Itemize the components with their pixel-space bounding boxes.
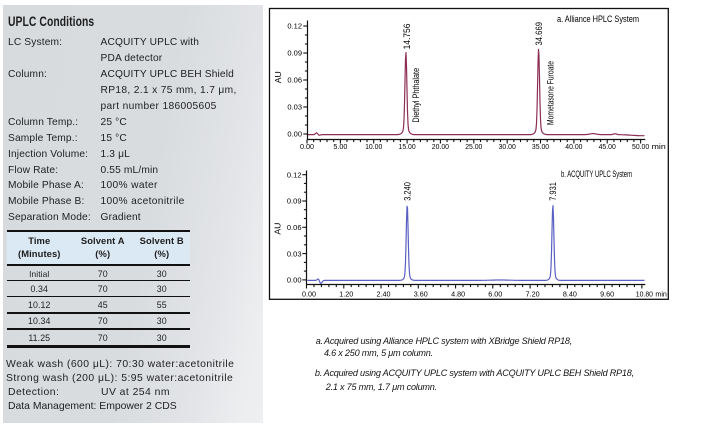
svg-text:30.00: 30.00 xyxy=(499,142,516,151)
svg-text:10.00: 10.00 xyxy=(365,142,382,151)
svg-text:4.80: 4.80 xyxy=(451,289,465,298)
svg-text:2.40: 2.40 xyxy=(377,289,391,298)
svg-text:10.80: 10.80 xyxy=(636,289,653,298)
svg-text:0.00: 0.00 xyxy=(302,289,316,298)
svg-text:0.12: 0.12 xyxy=(287,22,302,31)
svg-text:0.00: 0.00 xyxy=(287,130,302,139)
svg-text:b. ACQUITY UPLC System: b. ACQUITY UPLC System xyxy=(561,169,632,179)
svg-text:0.03: 0.03 xyxy=(287,249,302,258)
svg-text:0.03: 0.03 xyxy=(287,103,302,112)
svg-text:0.09: 0.09 xyxy=(287,49,302,58)
svg-text:min: min xyxy=(655,289,667,298)
svg-text:Mometasone Furoate: Mometasone Furoate xyxy=(546,61,556,125)
svg-text:25.00: 25.00 xyxy=(465,142,482,151)
svg-text:7.20: 7.20 xyxy=(526,289,540,298)
svg-text:35.00: 35.00 xyxy=(532,142,549,151)
svg-text:20.00: 20.00 xyxy=(432,142,449,151)
svg-text:15.00: 15.00 xyxy=(399,142,416,151)
svg-text:0.06: 0.06 xyxy=(287,223,302,232)
svg-text:5.00: 5.00 xyxy=(333,142,347,151)
svg-text:50.00: 50.00 xyxy=(632,142,649,151)
svg-text:9.60: 9.60 xyxy=(600,289,614,298)
svg-text:0.09: 0.09 xyxy=(287,197,302,206)
svg-text:7.931: 7.931 xyxy=(548,182,558,201)
svg-text:AU: AU xyxy=(273,223,283,235)
svg-text:Diethyl Phthalate: Diethyl Phthalate xyxy=(411,68,421,123)
svg-text:3.60: 3.60 xyxy=(414,289,428,298)
svg-text:3.240: 3.240 xyxy=(402,182,412,201)
svg-text:AU: AU xyxy=(273,71,283,83)
svg-text:0.06: 0.06 xyxy=(287,76,302,85)
svg-text:min: min xyxy=(652,142,666,151)
svg-text:6.00: 6.00 xyxy=(488,289,502,298)
svg-text:1.20: 1.20 xyxy=(339,289,353,298)
svg-text:0.12: 0.12 xyxy=(287,170,302,179)
svg-text:40.00: 40.00 xyxy=(565,142,582,151)
svg-text:0.00: 0.00 xyxy=(287,276,302,285)
svg-text:14.756: 14.756 xyxy=(402,24,412,50)
svg-text:8.40: 8.40 xyxy=(563,289,577,298)
svg-text:0.00: 0.00 xyxy=(300,142,314,151)
svg-text:a. Alliance HPLC System: a. Alliance HPLC System xyxy=(557,14,639,24)
svg-text:34.669: 34.669 xyxy=(534,22,544,46)
svg-text:45.00: 45.00 xyxy=(599,142,616,151)
